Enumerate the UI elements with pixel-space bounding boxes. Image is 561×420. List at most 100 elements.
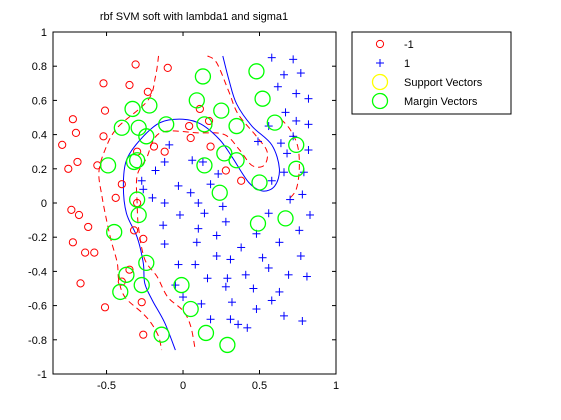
- positive-point: [200, 209, 209, 218]
- positive-point: [159, 221, 168, 230]
- negative-point: [125, 265, 134, 274]
- positive-point: [237, 243, 246, 252]
- positive-point: [289, 132, 298, 141]
- margin-lines: [98, 55, 300, 351]
- positive-point: [212, 231, 221, 240]
- legend-label: Margin Vectors: [404, 96, 478, 108]
- negative-point: [237, 176, 246, 185]
- margin-vector-point: [197, 324, 215, 342]
- positive-point: [188, 156, 197, 165]
- negative-point: [195, 104, 204, 114]
- margin-vector-point: [216, 145, 233, 162]
- y-tick-label: -0.4: [28, 266, 47, 278]
- positive-point: [289, 55, 298, 64]
- margin-vector-point: [112, 283, 129, 301]
- margin-vector-point: [196, 116, 213, 133]
- negative-point: [221, 166, 230, 175]
- margin-vector-point: [106, 223, 123, 241]
- positive-point: [198, 157, 207, 166]
- negative-point: [99, 79, 108, 88]
- positive-point: [264, 263, 273, 272]
- margin-vector-point: [153, 326, 170, 343]
- positive-point: [160, 240, 169, 249]
- positive-point: [292, 89, 301, 98]
- negative-point: [186, 133, 195, 143]
- margin-vector-point: [288, 136, 305, 154]
- positive-point: [174, 181, 183, 190]
- positive-point: [226, 315, 235, 324]
- negative-point: [143, 87, 152, 96]
- positive-point: [275, 287, 284, 296]
- negative-point: [76, 279, 85, 288]
- positive-point: [295, 226, 304, 235]
- positive-point: [151, 166, 160, 175]
- margin-vector-point: [130, 206, 147, 224]
- negative-point: [58, 140, 67, 149]
- negative-point: [71, 128, 81, 137]
- positive-point: [186, 188, 195, 197]
- legend-marker-margin: [371, 92, 389, 110]
- decision-boundary: [122, 55, 280, 351]
- positive-point: [273, 82, 282, 91]
- positive-point: [203, 274, 212, 283]
- negative-point: [73, 157, 82, 167]
- y-tick-label: 0.6: [32, 95, 47, 107]
- negative-point: [139, 234, 148, 244]
- negative-point: [100, 303, 110, 312]
- positive-point: [212, 252, 221, 261]
- y-tick-label: -0.8: [28, 335, 47, 347]
- negative-point: [100, 106, 110, 115]
- x-axis-ticks: -0.5 0 0.5 1: [97, 32, 339, 392]
- positive-point: [279, 311, 288, 320]
- margin-vector-point: [194, 68, 212, 85]
- margin-line: [280, 118, 300, 200]
- positive-point: [305, 210, 314, 219]
- positive-point: [302, 272, 311, 281]
- margin-vector-point: [113, 119, 130, 136]
- margin-vector-point: [133, 276, 150, 294]
- margin-vector-point: [219, 336, 236, 354]
- margin-vector-point: [125, 153, 143, 171]
- margin-line: [98, 55, 163, 351]
- positive-point: [148, 193, 157, 202]
- positive-point: [179, 293, 188, 302]
- positive-point: [279, 70, 288, 79]
- negative-point: [68, 238, 77, 247]
- positive-point: [160, 157, 169, 166]
- y-tick-label: 1: [41, 27, 47, 39]
- positive-point: [221, 217, 230, 226]
- negative-point: [129, 226, 139, 235]
- positive-point: [249, 284, 258, 293]
- margin-vector-point: [182, 300, 199, 318]
- positive-point: [226, 255, 235, 264]
- negative-point: [67, 205, 76, 214]
- data-points: [58, 53, 314, 354]
- boundary-line: [122, 55, 280, 351]
- y-tick-label: -0.6: [28, 301, 47, 313]
- positive-point: [284, 270, 293, 279]
- margin-vector-point: [188, 92, 205, 109]
- positive-point: [304, 120, 313, 129]
- positive-point: [174, 260, 183, 269]
- positive-point: [221, 282, 230, 291]
- legend-label: 1: [404, 58, 410, 70]
- positive-point: [279, 168, 288, 177]
- margin-vector-point: [138, 254, 155, 272]
- positive-point: [258, 253, 267, 262]
- x-tick-label: 0: [180, 380, 186, 392]
- positive-point: [241, 270, 250, 279]
- margin-vector-point: [130, 119, 147, 136]
- positive-point: [206, 315, 215, 324]
- negative-point: [125, 80, 134, 90]
- positive-point: [160, 199, 169, 207]
- margin-vector-point: [99, 157, 117, 174]
- positive-point: [283, 149, 292, 158]
- legend-marker-neg: [375, 39, 385, 49]
- positive-point: [234, 320, 243, 329]
- positive-point: [194, 199, 203, 207]
- positive-point: [206, 180, 215, 189]
- margin-vector-point: [141, 97, 158, 114]
- legend-label: Support Vectors: [404, 77, 483, 89]
- negative-point: [81, 248, 90, 257]
- positive-point: [304, 145, 313, 154]
